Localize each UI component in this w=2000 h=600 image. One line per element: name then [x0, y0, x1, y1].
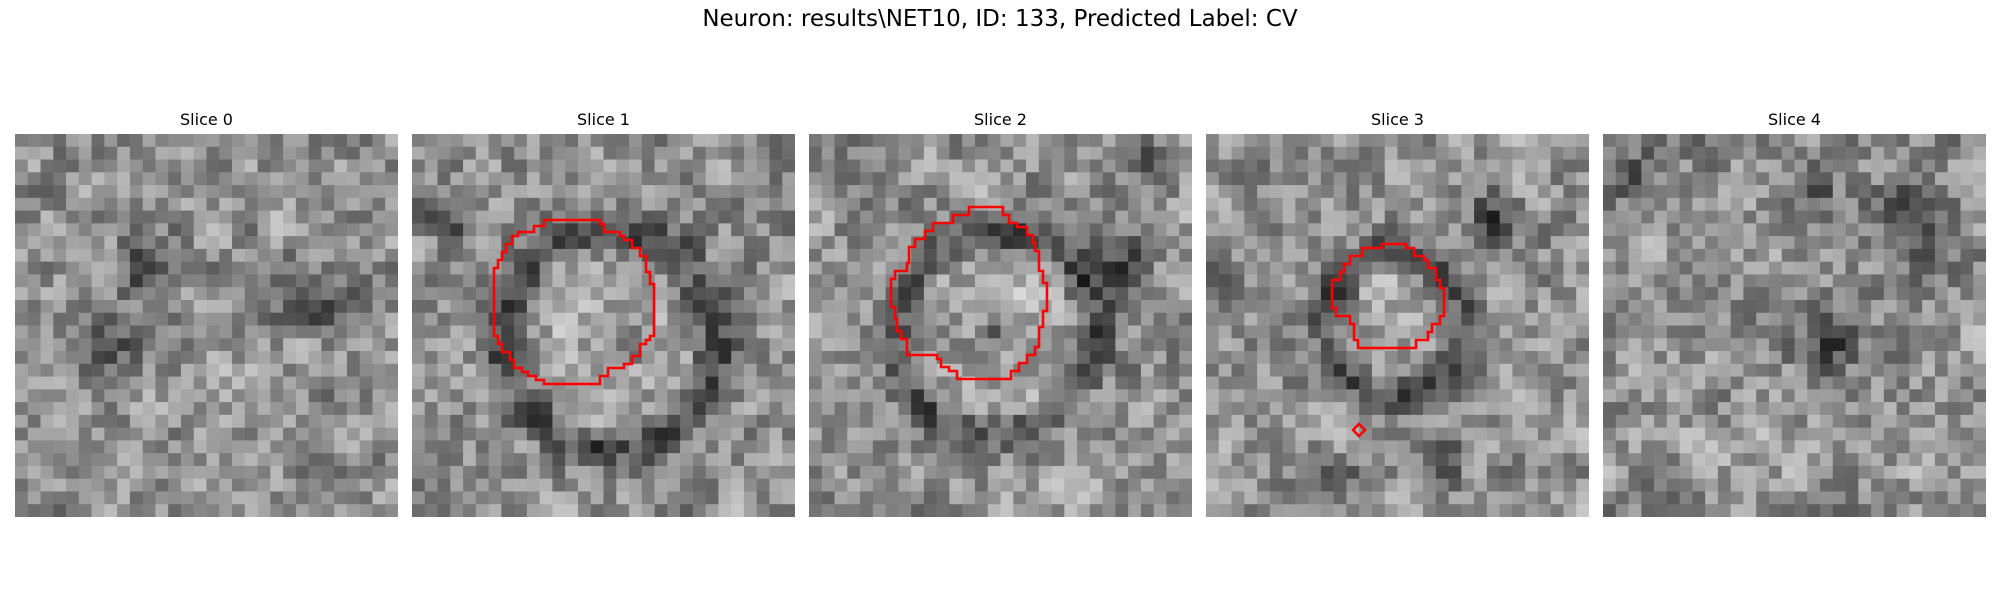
figure-title: Neuron: results\NET10, ID: 133, Predicte…: [702, 6, 1298, 32]
segmentation-contour-3-0: [1330, 242, 1446, 350]
slice-title-0: Slice 0: [180, 110, 233, 129]
slice-title-2: Slice 2: [974, 110, 1027, 129]
slice-panel-0: Slice 0: [15, 0, 398, 600]
slice-title-1: Slice 1: [577, 110, 630, 129]
slice-panel-3: Slice 3: [1206, 0, 1589, 600]
slice-image-4: [1603, 134, 1986, 517]
segmentation-contour-2-0: [889, 205, 1049, 381]
slice-image-2: [809, 134, 1192, 517]
slice-panel-1: Slice 1: [412, 0, 795, 600]
slice-title-4: Slice 4: [1768, 110, 1821, 129]
segmentation-contour-1-0: [492, 218, 656, 386]
slice-title-3: Slice 3: [1371, 110, 1424, 129]
slice-image-3: [1206, 134, 1589, 517]
slice-panel-2: Slice 2: [809, 0, 1192, 600]
segmentation-contour-3-1: [1351, 422, 1367, 438]
slice-image-0: [15, 134, 398, 517]
slice-image-1: [412, 134, 795, 517]
slice-panel-4: Slice 4: [1603, 0, 1986, 600]
